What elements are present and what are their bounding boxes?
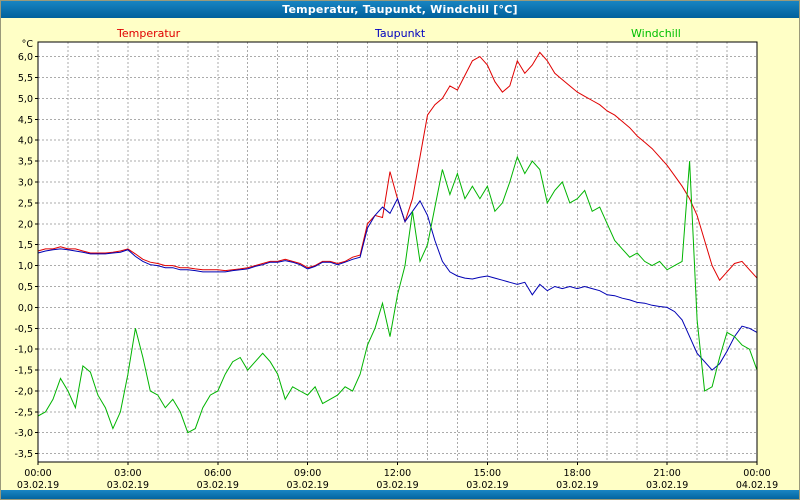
x-tick-date-label: 03.02.19 (107, 480, 149, 491)
y-tick-label: 0,0 (18, 303, 33, 314)
x-tick-date-label: 03.02.19 (376, 480, 418, 491)
x-tick-time-label: 21:00 (653, 468, 680, 479)
y-tick-label: 4,5 (18, 115, 33, 126)
y-tick-label: 2,0 (18, 219, 33, 230)
x-tick-time-label: 09:00 (294, 468, 321, 479)
y-tick-label: -1,5 (14, 366, 33, 377)
y-tick-label: 3,0 (18, 178, 33, 189)
y-tick-label: 3,5 (18, 157, 33, 168)
y-tick-label: -1,0 (14, 345, 33, 356)
window-footer-bar (0, 490, 800, 500)
legend-windchill: Windchill (631, 27, 681, 40)
x-tick-time-label: 15:00 (474, 468, 501, 479)
y-tick-label: -2,0 (14, 386, 33, 397)
axis-ticks (35, 56, 758, 465)
y-tick-label: -2,5 (14, 407, 33, 418)
y-axis-unit-label: °C (22, 39, 34, 50)
x-tick-date-label: 03.02.19 (286, 480, 328, 491)
y-tick-label: 6,0 (18, 52, 33, 63)
y-tick-label: 4,0 (18, 136, 33, 147)
gridlines (38, 42, 757, 462)
x-tick-date-label: 03.02.19 (646, 480, 688, 491)
x-tick-date-label: 03.02.19 (466, 480, 508, 491)
y-tick-label: 2,5 (18, 198, 33, 209)
series-taupunkt (37, 197, 758, 371)
plot-border (37, 41, 758, 463)
y-tick-label: 0,5 (18, 282, 33, 293)
x-tick-time-label: 18:00 (564, 468, 591, 479)
x-tick-time-label: 00:00 (743, 468, 770, 479)
x-tick-time-label: 12:00 (384, 468, 411, 479)
x-tick-date-label: 03.02.19 (17, 480, 59, 491)
series-windchill (37, 155, 758, 434)
window-titlebar: Temperatur, Taupunkt, Windchill [°C] (0, 0, 800, 18)
y-tick-label: 5,0 (18, 94, 33, 105)
legend-temperatur: Temperatur (117, 27, 181, 40)
x-tick-time-label: 03:00 (114, 468, 141, 479)
legend-taupunkt: Taupunkt (375, 27, 426, 40)
y-tick-label: -3,5 (14, 449, 33, 460)
y-tick-label: 5,5 (18, 73, 33, 84)
y-tick-label: 1,5 (18, 240, 33, 251)
y-tick-label: -3,0 (14, 428, 33, 439)
x-tick-date-label: 03.02.19 (197, 480, 239, 491)
x-tick-date-label: 04.02.19 (736, 480, 778, 491)
x-tick-time-label: 06:00 (204, 468, 231, 479)
window-title: Temperatur, Taupunkt, Windchill [°C] (282, 2, 518, 16)
y-tick-label: 1,0 (18, 261, 33, 272)
x-tick-time-label: 00:00 (24, 468, 51, 479)
y-tick-label: -0,5 (14, 324, 33, 335)
x-tick-date-label: 03.02.19 (556, 480, 598, 491)
